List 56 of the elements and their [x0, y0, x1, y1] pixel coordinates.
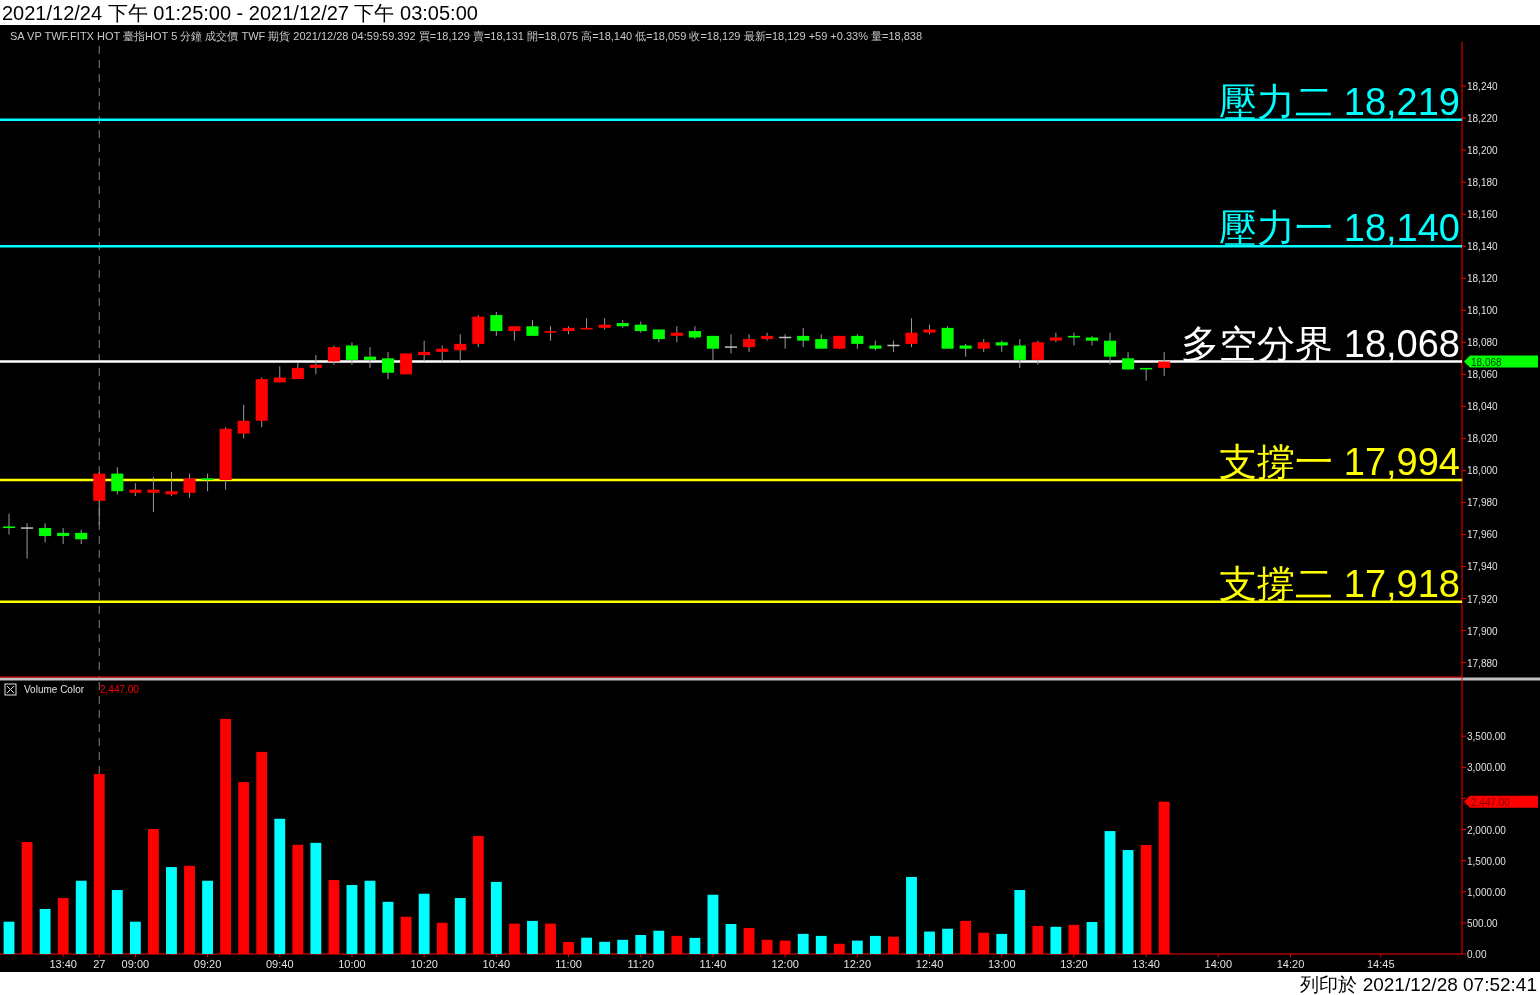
x-tick-label: 14:45 [1367, 958, 1395, 970]
x-tick-label: 13:40 [49, 958, 77, 970]
chart-subtitle: 2,447.00 [100, 684, 140, 695]
y-tick-label: 17,920 [1467, 593, 1499, 605]
x-tick-label: 11:40 [699, 958, 727, 970]
y-tick-label: 18,040 [1467, 401, 1499, 413]
y-tick-label: 17,980 [1467, 497, 1499, 509]
y-tick-label: 17,900 [1467, 625, 1499, 637]
text: 列印於 2021/12/28 07:52:41 [1300, 974, 1537, 995]
x-tick-label: 11:00 [555, 958, 582, 970]
y-tick-label: 18,120 [1467, 273, 1499, 285]
ref-line-label: 支撐二 17,918 [1219, 562, 1460, 605]
x-tick-label: 12:40 [915, 958, 944, 970]
x-tick-label: 09:20 [193, 958, 222, 970]
ref-line-label: 支撐一 17,994 [1219, 441, 1460, 484]
x-tick-label: 13:00 [987, 958, 1016, 970]
y-tick-label: 17,960 [1467, 529, 1499, 541]
y-tick-label: 18,060 [1467, 369, 1499, 381]
ref-line-label: 壓力一 18,140 [1219, 207, 1460, 250]
x-tick-label: 11:20 [627, 958, 655, 970]
x-tick-label: 12:00 [771, 958, 799, 970]
chart-subtitle: SA VP TWF.FITX HOT 臺指HOT 5 分鐘 成交價 TWF 期貨 2021/12/28 04:59:59.392 買=18,129 賣=18,131 開=18,075 高=18,140 低=18,059 收=18,129 最新=18,129 +59 +0.33% 量=18,838 [10, 30, 923, 42]
y-tick-label: 18,140 [1467, 241, 1499, 253]
x-tick-label: 27 [93, 958, 106, 970]
x-tick-label: 12:20 [843, 958, 872, 970]
chart-title: 2021/12/24 下午 01:25:00 - 2021/12/27 下午 03:05:00 [2, 2, 478, 24]
x-tick-label: 10:20 [410, 958, 438, 970]
y-tick-label: 18,200 [1467, 145, 1499, 157]
x-tick-label: 09:00 [121, 958, 150, 970]
y-tick-label: 18,160 [1467, 209, 1499, 221]
y-tick-label: 2,000.00 [1467, 824, 1507, 836]
y-tick-label: 18,240 [1467, 81, 1499, 93]
x-tick-label: 10:00 [338, 958, 366, 970]
x-tick-label: 09:40 [266, 958, 294, 970]
chart-title: Volume Color [24, 684, 85, 695]
y-tick-label: 3,000.00 [1467, 762, 1507, 774]
x-tick-label: 14:20 [1276, 958, 1305, 970]
y-tick-label: 0.00 [1467, 949, 1487, 960]
y-tick-label: 3,500.00 [1467, 731, 1507, 743]
y-tick-label: 500.00 [1467, 917, 1499, 929]
x-tick-label: 10:40 [482, 958, 511, 970]
y-tick-label: 18,180 [1467, 177, 1499, 189]
y-tick-label: 1,000.00 [1467, 886, 1507, 898]
ref-line-label: 壓力二 18,219 [1219, 80, 1460, 123]
x-tick-label: 14:00 [1204, 958, 1233, 970]
y-tick-label: 18,020 [1467, 433, 1499, 445]
y-tick-label: 18,220 [1467, 113, 1499, 125]
y-tick-label: 17,880 [1467, 657, 1499, 669]
y-tick-label: 17,940 [1467, 561, 1499, 573]
y-tick-label: 1,500.00 [1467, 855, 1507, 867]
x-tick-label: 13:20 [1060, 958, 1088, 970]
x-tick-label: 13:40 [1132, 958, 1160, 970]
y-tick-label: 18,100 [1467, 305, 1499, 317]
y-tick-label: 18,000 [1467, 465, 1499, 477]
y-tick-label: 18,080 [1467, 337, 1499, 349]
ref-line-label: 多空分界 18,068 [1181, 322, 1460, 365]
